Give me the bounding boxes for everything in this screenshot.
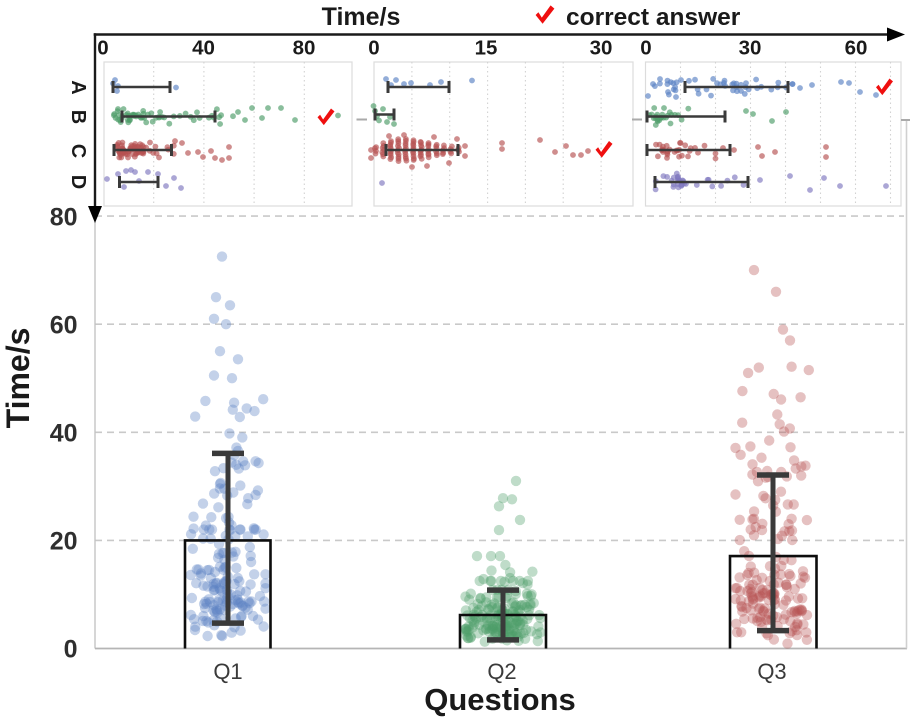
svg-text:D: D <box>67 175 89 189</box>
svg-text:0: 0 <box>64 636 78 664</box>
svg-text:40: 40 <box>192 37 215 60</box>
svg-text:80: 80 <box>293 37 316 60</box>
svg-text:60: 60 <box>845 37 868 60</box>
svg-text:20: 20 <box>50 528 78 556</box>
svg-text:C: C <box>67 144 89 158</box>
svg-text:0: 0 <box>368 37 379 60</box>
svg-text:Q2: Q2 <box>487 659 516 684</box>
svg-text:Q3: Q3 <box>757 659 786 684</box>
svg-text:40: 40 <box>50 420 78 448</box>
svg-text:A: A <box>67 80 89 94</box>
svg-text:30: 30 <box>590 37 613 60</box>
svg-text:30: 30 <box>739 37 762 60</box>
svg-text:0: 0 <box>640 37 651 60</box>
svg-text:Time/s: Time/s <box>0 328 36 429</box>
svg-text:60: 60 <box>50 311 78 339</box>
svg-text:Questions: Questions <box>424 682 576 717</box>
svg-text:Q1: Q1 <box>213 659 242 684</box>
svg-text:80: 80 <box>50 203 78 231</box>
svg-text:Time/s: Time/s <box>322 3 401 31</box>
svg-text:B: B <box>67 110 89 124</box>
svg-text:0: 0 <box>97 37 108 60</box>
svg-text:correct answer: correct answer <box>566 4 741 31</box>
svg-text:15: 15 <box>475 37 498 60</box>
